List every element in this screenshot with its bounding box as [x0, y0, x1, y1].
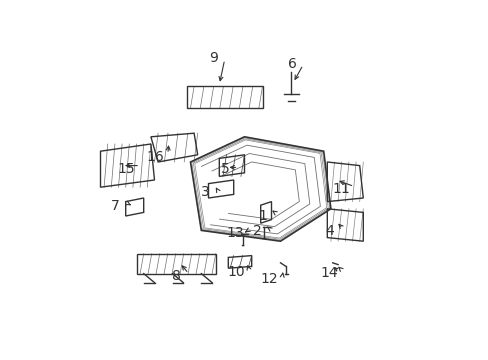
Text: 12: 12 [261, 272, 278, 286]
Text: 13: 13 [226, 226, 244, 240]
Text: 15: 15 [118, 162, 135, 176]
Text: 2: 2 [252, 225, 261, 238]
Text: 1: 1 [258, 209, 267, 223]
Text: 11: 11 [332, 182, 350, 196]
Text: 16: 16 [146, 150, 164, 163]
Text: 10: 10 [227, 265, 244, 279]
Text: 9: 9 [209, 51, 218, 64]
Text: 14: 14 [320, 266, 337, 279]
Text: 6: 6 [287, 57, 296, 71]
Text: 5: 5 [221, 162, 230, 176]
Text: 8: 8 [171, 270, 180, 283]
Text: 7: 7 [110, 199, 119, 213]
Text: 3: 3 [200, 185, 209, 198]
Text: 4: 4 [325, 224, 334, 238]
